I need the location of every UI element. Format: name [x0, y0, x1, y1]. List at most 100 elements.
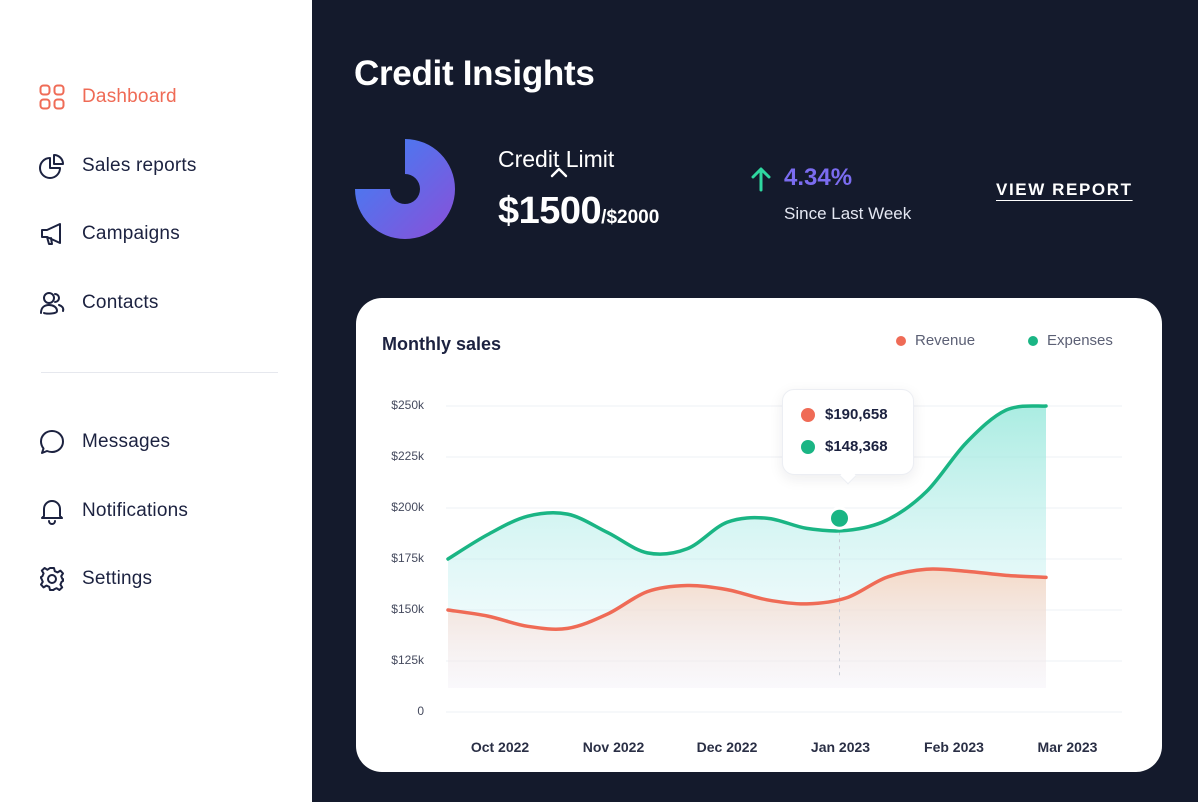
x-tick-label: Dec 2022 — [696, 739, 758, 755]
caret-up-icon — [550, 167, 568, 178]
sidebar-item-label: Dashboard — [82, 86, 177, 107]
sidebar: Dashboard Sales reports Campaigns Contac… — [0, 0, 312, 802]
sidebar-item-label: Sales reports — [82, 155, 197, 176]
message-bubble-icon — [38, 428, 66, 456]
legend-label: Revenue — [915, 332, 976, 349]
sidebar-item-sales-reports[interactable]: Sales reports — [38, 150, 197, 182]
expenses-point[interactable] — [963, 440, 969, 446]
chart-tooltip: $190,658 $148,368 — [782, 389, 914, 485]
expenses-point[interactable] — [644, 550, 650, 556]
tooltip-row-expenses: $148,368 — [801, 438, 888, 455]
monthly-sales-chart — [445, 403, 1122, 713]
legend-dot-revenue — [896, 335, 906, 346]
expenses-point[interactable] — [684, 546, 690, 552]
y-tick-label: $250k — [391, 398, 424, 412]
tooltip-expenses-value: $148,368 — [825, 438, 888, 455]
revenue-point[interactable] — [923, 566, 929, 572]
bell-icon — [38, 497, 66, 525]
sidebar-item-label: Notifications — [82, 500, 189, 521]
x-tick-label: Oct 2022 — [470, 739, 530, 755]
revenue-point[interactable] — [1043, 574, 1049, 580]
y-tick-label: 0 — [417, 704, 424, 718]
revenue-point[interactable] — [565, 625, 571, 631]
main-content: Credit Insights Credit Limit $1500/$2000… — [312, 0, 1198, 802]
revenue-point[interactable] — [445, 607, 451, 613]
expenses-line — [446, 404, 1048, 561]
tooltip-revenue-value: $190,658 — [825, 406, 888, 423]
gear-icon — [38, 565, 66, 593]
expenses-point[interactable] — [565, 511, 571, 517]
sidebar-item-label: Campaigns — [82, 223, 180, 244]
credit-used-arc — [355, 139, 455, 239]
change-percentage: 4.34% — [784, 164, 853, 191]
expenses-point[interactable] — [525, 513, 531, 519]
monthly-sales-card: Monthly sales Revenue Expenses — [356, 298, 1162, 772]
y-tick-label: $175k — [391, 551, 424, 565]
sidebar-item-dashboard[interactable]: Dashboard — [38, 81, 177, 113]
sidebar-item-messages[interactable]: Messages — [38, 426, 170, 458]
y-tick-label: $150k — [391, 602, 424, 616]
revenue-point[interactable] — [525, 623, 531, 629]
users-icon — [38, 289, 66, 317]
revenue-point[interactable] — [485, 613, 491, 619]
x-tick-label: Feb 2023 — [924, 739, 984, 755]
credit-donut-chart — [355, 139, 455, 239]
sidebar-item-label: Messages — [82, 431, 171, 452]
hover-point — [828, 506, 851, 530]
pie-chart-icon — [38, 152, 66, 180]
revenue-point[interactable] — [604, 611, 610, 617]
x-tick-label: Jan 2023 — [810, 739, 871, 755]
sidebar-item-label: Contacts — [82, 292, 159, 313]
revenue-point[interactable] — [963, 568, 969, 574]
credit-limit-total: /$2000 — [601, 207, 660, 228]
expenses-point[interactable] — [923, 489, 929, 495]
revenue-point[interactable] — [884, 574, 890, 580]
expenses-point[interactable] — [485, 532, 491, 538]
revenue-area — [448, 568, 1046, 688]
legend-label: Expenses — [1047, 332, 1113, 349]
x-tick-label: Mar 2023 — [1037, 739, 1098, 755]
expenses-point[interactable] — [1003, 407, 1009, 413]
legend-dot-expenses — [1028, 335, 1038, 346]
expenses-point[interactable] — [724, 519, 730, 525]
view-report-link[interactable]: VIEW REPORT — [996, 180, 1133, 199]
megaphone-icon — [38, 220, 66, 248]
dashboard-grid-icon — [38, 83, 66, 111]
credit-limit-label: Credit Limit — [498, 146, 615, 172]
tooltip-dot-revenue — [801, 407, 815, 422]
expenses-point[interactable] — [764, 515, 770, 521]
page-title: Credit Insights — [354, 54, 595, 93]
expenses-point[interactable] — [804, 525, 810, 531]
revenue-point[interactable] — [724, 587, 730, 593]
expenses-point[interactable] — [884, 517, 890, 523]
y-tick-label: $225k — [391, 449, 424, 463]
legend-revenue[interactable]: Revenue — [896, 332, 975, 349]
tooltip-row-revenue: $190,658 — [801, 406, 888, 423]
y-tick-label: $200k — [391, 500, 424, 514]
sidebar-item-settings[interactable]: Settings — [38, 563, 152, 595]
arrow-up-icon — [751, 167, 771, 192]
credit-used-value: $1500 — [498, 190, 602, 232]
sidebar-divider — [41, 372, 278, 373]
revenue-line — [446, 567, 1048, 631]
revenue-point[interactable] — [684, 583, 690, 589]
chart-title: Monthly sales — [382, 334, 502, 354]
credit-limit-value: $1500/$2000 — [498, 190, 659, 233]
revenue-point[interactable] — [644, 589, 650, 595]
expenses-point[interactable] — [445, 556, 451, 562]
legend-expenses[interactable]: Expenses — [1028, 332, 1113, 349]
y-tick-label: $125k — [391, 653, 424, 667]
revenue-point[interactable] — [844, 595, 850, 601]
change-label: Since Last Week — [784, 204, 912, 223]
expenses-point[interactable] — [604, 529, 610, 535]
sidebar-item-notifications[interactable]: Notifications — [38, 495, 188, 527]
revenue-point[interactable] — [1003, 572, 1009, 578]
revenue-point[interactable] — [764, 597, 770, 603]
sidebar-item-campaigns[interactable]: Campaigns — [38, 218, 180, 250]
tooltip-dot-expenses — [801, 439, 815, 454]
sidebar-item-label: Settings — [82, 568, 153, 589]
expenses-point[interactable] — [1043, 403, 1049, 409]
sidebar-item-contacts[interactable]: Contacts — [38, 287, 159, 319]
revenue-point[interactable] — [804, 601, 810, 607]
x-tick-label: Nov 2022 — [582, 739, 645, 755]
